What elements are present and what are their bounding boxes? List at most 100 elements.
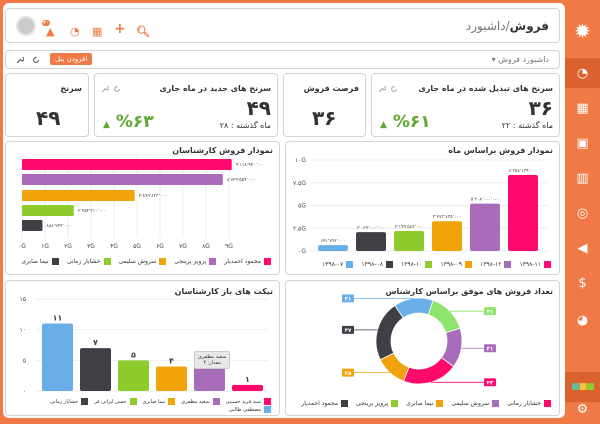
- legend-swatch: [464, 261, 472, 268]
- stat-percent: ▲ %۶۳: [103, 112, 154, 132]
- add-panel-button[interactable]: افزودن پنل: [50, 53, 93, 65]
- megaphone-icon[interactable]: ◀: [577, 240, 588, 256]
- legend-label: خشایار زمانی: [66, 258, 101, 265]
- contacts-icon[interactable]: ▣: [576, 135, 589, 151]
- bar: [394, 230, 424, 251]
- pie-chart-icon[interactable]: ◕: [576, 312, 589, 328]
- stat-value: ۳۶: [528, 96, 553, 120]
- y-tick-label: ۱۵: [20, 296, 26, 303]
- legend-item[interactable]: مصطفی طالبی: [229, 406, 271, 413]
- header-bar: فروش/داشبورد 🔍︎ + ▦ ◔ ▲ ۲۰: [5, 8, 560, 43]
- calendar-icon[interactable]: ▦: [576, 100, 589, 116]
- legend-swatch: [544, 400, 551, 407]
- legend-item[interactable]: ۱۳۹۸-۰۸: [361, 261, 393, 268]
- wrench-icon[interactable]: [378, 85, 386, 93]
- settings-icon[interactable]: ⚙: [576, 401, 589, 417]
- wrench-icon[interactable]: [16, 56, 24, 64]
- breadcrumb-path[interactable]: /داشبورد: [465, 19, 510, 33]
- legend-label: محمود احمدیار: [224, 258, 261, 265]
- legend-label: سروش سلیمی: [118, 258, 157, 265]
- chart-legend: ۱۳۹۸-۱۱ ۱۳۹۸-۱۲ ۱۳۹۸-۰۹ ۱۳۹۸-۱۰ ۱۳۹۸-۰۸ ۱۳۹۸-…: [292, 261, 551, 268]
- legend-item[interactable]: خشایار زمانی: [67, 258, 111, 265]
- legend-label: ۱۳۹۸-۱۲: [479, 261, 502, 268]
- legend-item[interactable]: ۱۳۹۸-۱۰: [401, 261, 433, 268]
- x-tick-label: ۹G: [225, 243, 233, 250]
- bar: [80, 348, 111, 391]
- dashboard-select[interactable]: داشبورد فروش ▾: [492, 55, 549, 64]
- data-label: ۴۷: [345, 328, 352, 334]
- legend-swatch: [341, 400, 349, 407]
- chart-title: تیکت های باز کارشناسان: [174, 287, 273, 296]
- data-label: ۳٬۲۷۳٬۸۳۵٬۰۰۰: [433, 214, 461, 220]
- legend-item[interactable]: پرویز پرینجی: [356, 400, 399, 407]
- apps-grid-icon[interactable]: ■ ■ ■: [565, 372, 600, 402]
- stat-value: ۳۶: [312, 106, 337, 130]
- x-tick-label: ۷G: [179, 243, 187, 250]
- data-label: ۸٬۷۲۹٬۵۵۹٬۰۰۰: [227, 178, 255, 183]
- legend-item[interactable]: محمود احمدیار: [301, 400, 349, 407]
- stat-percent-value: %۶۱: [392, 112, 431, 132]
- legend-item[interactable]: نیما صابری: [143, 398, 176, 405]
- wrench-icon[interactable]: [101, 85, 109, 93]
- stat-percent-value: %۶۳: [115, 112, 154, 132]
- legend-label: نیما صابری: [142, 398, 166, 405]
- search-icon[interactable]: 🔍︎: [136, 25, 150, 38]
- arrow-up-icon: ▲: [103, 120, 110, 130]
- y-tick-label: ۵: [23, 357, 26, 364]
- bar: [118, 360, 149, 391]
- data-label: ۳۱: [487, 346, 494, 352]
- legend-item[interactable]: ۱۳۹۸-۰۷: [322, 261, 354, 268]
- legend-label: نیما صابری: [406, 400, 434, 407]
- legend-item[interactable]: ۱۳۹۸-۰۹: [440, 261, 472, 268]
- x-tick-label: ۱G: [41, 243, 49, 250]
- stat-title: فرصت فروش: [303, 84, 359, 93]
- dashboard-icon[interactable]: ◔: [565, 58, 600, 88]
- calendar-icon[interactable]: ▦: [92, 25, 103, 38]
- plus-icon[interactable]: +: [114, 21, 126, 37]
- legend-item[interactable]: سید فرید حسینی: [226, 398, 271, 405]
- refresh-icon[interactable]: [390, 85, 398, 93]
- data-label: ۳۱: [345, 297, 352, 303]
- legend-swatch: [544, 261, 551, 268]
- bar: [22, 205, 74, 216]
- legend-item[interactable]: خشایار زمانی: [50, 398, 89, 405]
- legend-label: ۱۳۹۸-۱۱: [519, 261, 541, 268]
- donut-slice: [427, 299, 461, 334]
- x-tick-label: ۵G: [133, 243, 141, 250]
- data-label: ۳۱: [487, 309, 494, 315]
- refresh-icon[interactable]: [32, 56, 40, 64]
- bar: [42, 323, 73, 391]
- refresh-icon[interactable]: [113, 85, 121, 93]
- label-box: [342, 325, 354, 334]
- target-icon[interactable]: ◎: [576, 205, 589, 221]
- building-icon[interactable]: ▥: [576, 170, 589, 186]
- legend-item[interactable]: سروش سلیمی: [119, 258, 167, 265]
- breadcrumb-current: فروش: [509, 19, 549, 33]
- legend-item[interactable]: حسن ایرانی فر: [94, 398, 137, 405]
- legend-item[interactable]: محمود احمدیار: [224, 258, 271, 265]
- legend-item[interactable]: نیما صابری: [21, 258, 59, 265]
- main-content: فروش/داشبورد 🔍︎ + ▦ ◔ ▲ ۲۰ داشبورد فروش ▾…: [3, 3, 565, 418]
- notification-icon[interactable]: ▲ ۲۰: [42, 20, 55, 38]
- invoice-icon[interactable]: $: [578, 275, 587, 291]
- legend-label: ۱۳۹۸-۱۰: [400, 261, 423, 268]
- legend-item[interactable]: خشایار زمانی: [507, 400, 551, 407]
- legend-item[interactable]: ۱۳۹۸-۱۲: [480, 261, 512, 268]
- legend-item[interactable]: سعید مظفری: [181, 398, 220, 405]
- legend-item[interactable]: نیما صابری: [406, 400, 444, 407]
- legend-label: نیما صابری: [21, 258, 49, 265]
- legend-item[interactable]: ۱۳۹۸-۱۱: [519, 261, 551, 268]
- legend-label: سعید مظفری: [181, 398, 210, 405]
- chat-icon[interactable]: ◔: [70, 25, 80, 38]
- legend-label: مصطفی طالبی: [228, 406, 261, 413]
- legend-item[interactable]: سروش سلیمی: [451, 400, 500, 407]
- avatar[interactable]: [16, 16, 36, 36]
- bar: [22, 220, 43, 231]
- panel-open-tickets: تیکت های باز کارشناسان ۰ ۵ ۱۰ ۱۵ ۱۱ ۷ ۵ ۴ ۱ سعید…: [5, 280, 280, 416]
- label-box: [484, 307, 496, 316]
- x-tick-label: ۸G: [202, 243, 210, 250]
- legend-item[interactable]: پرویز پرینجی: [174, 258, 217, 265]
- data-label: ۶۴۱٬۷۹۶٬۰۰۰: [321, 239, 346, 244]
- breadcrumb: فروش/داشبورد: [466, 19, 549, 33]
- stat-last-month: ماه گذشته : ۲۸: [219, 121, 271, 130]
